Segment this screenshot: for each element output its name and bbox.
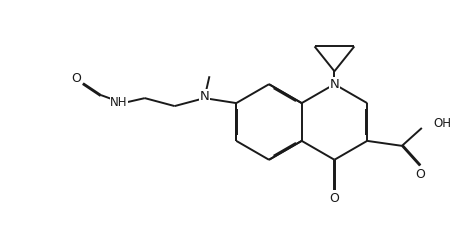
Text: O: O <box>330 192 339 205</box>
Text: O: O <box>415 168 425 181</box>
Text: OH: OH <box>434 117 452 131</box>
Text: N: N <box>200 90 210 103</box>
Text: NH: NH <box>110 96 128 109</box>
Text: O: O <box>71 72 81 85</box>
Text: N: N <box>330 78 339 91</box>
